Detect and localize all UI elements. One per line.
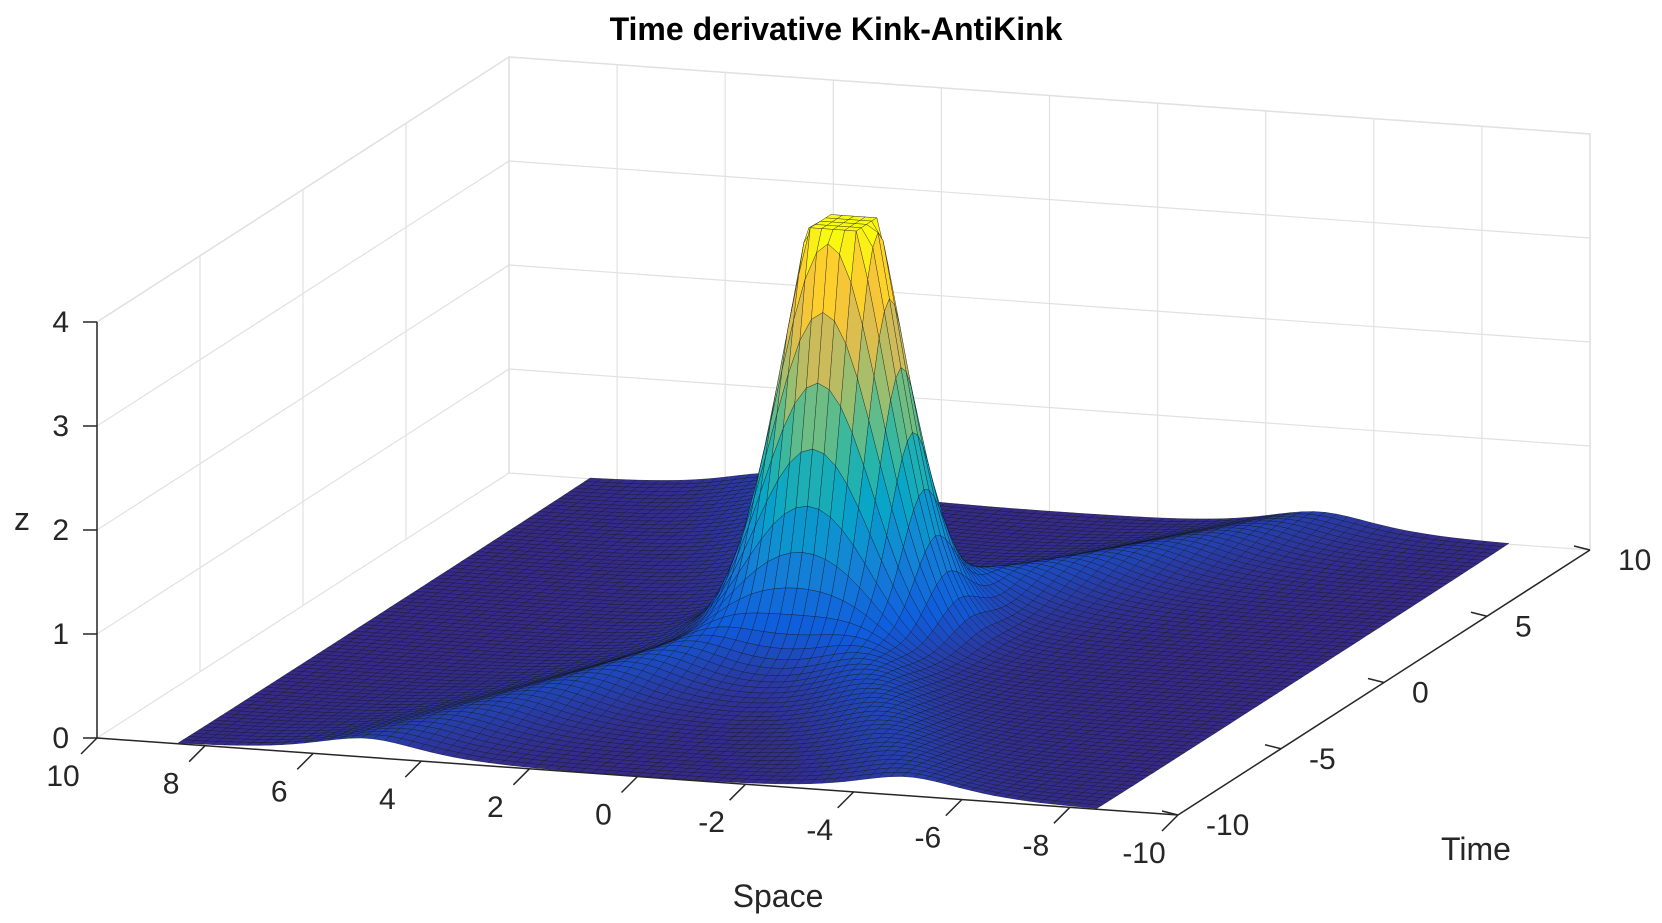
grid-lines	[96, 55, 1591, 739]
surface	[177, 213, 1510, 809]
